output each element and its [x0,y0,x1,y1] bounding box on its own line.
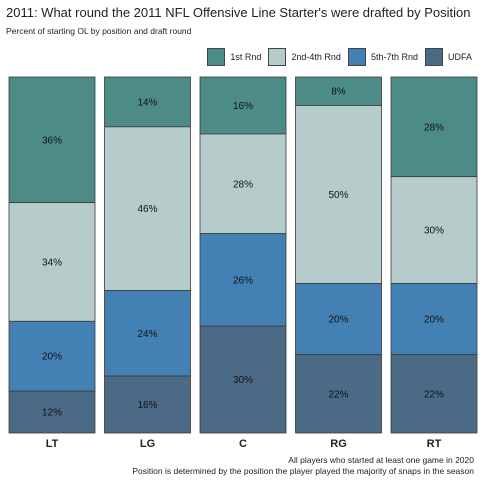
data-label-lt-5th-7th-rnd: 20% [42,352,62,363]
legend-swatch-2nd-4th-rnd [268,48,287,66]
data-label-rt-2nd-4th-rnd: 30% [424,226,444,237]
legend-label-2nd-4th-rnd: 2nd-4th Rnd [291,52,341,62]
bar-segment-rt-2nd-4th-rnd [390,176,478,284]
bar-segment-lg-5th-7th-rnd [104,290,191,377]
legend-label-1st-rnd: 1st Rnd [230,52,262,62]
legend-swatch-1st-rnd [207,48,226,66]
legend-label-udfa: UDFA [447,52,472,62]
bar-segment-rg-2nd-4th-rnd [295,105,382,284]
caption-line-1: All players who started at least one gam… [288,455,474,465]
data-label-lt-1st-rnd: 36% [42,135,62,146]
chart-legend: 1st Rnd 2nd-4th Rnd 5th-7th Rnd UDFA [207,46,472,68]
legend-item-5th-7th-rnd: 5th-7th Rnd [347,48,418,66]
data-label-rg-5th-7th-rnd: 20% [328,315,348,326]
bar-segment-c-udfa [199,325,287,434]
legend-item-2nd-4th-rnd: 2nd-4th Rnd [268,48,341,66]
x-tick-label-c: C [239,438,247,450]
data-label-rt-1st-rnd: 28% [424,122,444,133]
bar-segment-rt-1st-rnd [390,76,478,178]
data-label-c-1st-rnd: 16% [233,101,253,112]
legend-item-udfa: UDFA [424,48,472,66]
x-tick-label-lt: LT [46,438,59,450]
bar-segment-rg-1st-rnd [295,76,382,106]
caption-line-2: Position is determined by the position t… [132,466,474,476]
chart-subtitle: Percent of starting OL by position and d… [6,26,192,36]
data-label-rt-udfa: 22% [424,389,444,400]
x-tick-label-rg: RG [330,438,347,450]
legend-swatch-udfa [424,48,443,66]
legend-swatch-5th-7th-rnd [347,48,366,66]
bar-segment-lt-5th-7th-rnd [8,320,96,392]
x-tick-label-rt: RT [427,438,442,450]
bar-segment-lt-1st-rnd [8,76,96,204]
data-label-rg-udfa: 22% [328,389,348,400]
legend-item-1st-rnd: 1st Rnd [207,48,261,66]
bar-segment-rt-udfa [390,354,478,434]
bar-segment-lg-1st-rnd [104,76,191,128]
data-label-lt-2nd-4th-rnd: 34% [42,257,62,268]
data-label-lg-2nd-4th-rnd: 46% [137,204,157,215]
bar-segment-lg-2nd-4th-rnd [104,126,191,291]
bar-segment-rg-5th-7th-rnd [295,283,382,356]
data-label-c-5th-7th-rnd: 26% [233,275,253,286]
data-label-lt-udfa: 12% [42,408,62,419]
data-label-lg-udfa: 16% [137,400,157,411]
data-label-rt-5th-7th-rnd: 20% [424,315,444,326]
bar-segment-c-5th-7th-rnd [199,233,287,327]
bar-segment-lg-udfa [104,375,191,434]
bar-segment-c-1st-rnd [199,76,287,135]
data-label-lg-5th-7th-rnd: 24% [137,329,157,340]
data-label-rg-1st-rnd: 8% [331,87,346,98]
bar-segment-lt-2nd-4th-rnd [8,202,96,322]
bar-segment-rt-5th-7th-rnd [390,283,478,356]
bar-segment-lt-udfa [8,390,96,434]
data-label-c-udfa: 30% [233,375,253,386]
x-tick-label-lg: LG [140,438,155,450]
bar-segment-rg-udfa [295,354,382,434]
bar-segment-c-2nd-4th-rnd [199,133,287,235]
data-label-rg-2nd-4th-rnd: 50% [328,190,348,201]
data-label-c-2nd-4th-rnd: 28% [233,179,253,190]
chart-title: 2011: What round the 2011 NFL Offensive … [6,5,471,20]
data-label-lg-1st-rnd: 14% [137,97,157,108]
legend-label-5th-7th-rnd: 5th-7th Rnd [370,52,418,62]
